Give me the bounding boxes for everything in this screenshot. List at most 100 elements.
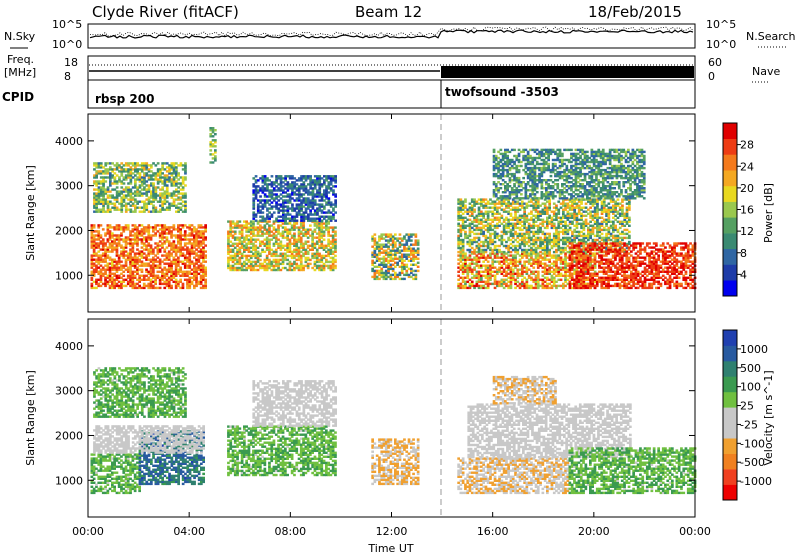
heatmap-cell [202,250,205,253]
heatmap-cell [243,268,246,272]
heatmap-cell [325,226,328,229]
heatmap-cell [247,226,251,229]
heatmap-cell [297,197,301,200]
heatmap-cell [136,228,139,231]
heatmap-cell [95,260,98,263]
heatmap-cell [149,244,153,247]
heatmap-cell [99,276,103,279]
heatmap-cell [270,193,274,196]
heatmap-cell [546,284,549,288]
heatmap-cell [543,236,547,240]
heatmap-cell [461,206,465,209]
heatmap-cell [231,264,235,268]
heatmap-cell [482,280,485,283]
heatmap-cell [161,282,164,286]
heatmap-cell [106,224,110,227]
heatmap-cell [249,242,253,245]
heatmap-cell [457,236,460,240]
heatmap-cell [300,201,303,204]
heatmap-cell [254,268,258,272]
heatmap-cell [470,206,474,209]
heatmap-cell [168,170,171,173]
heatmap-cell [548,266,551,269]
heatmap-cell [188,228,192,231]
heatmap-cell [304,230,308,233]
heatmap-cell [527,212,531,215]
heatmap-cell [265,266,269,270]
heatmap-cell [101,282,105,286]
heatmap-cell [496,248,499,252]
heatmap-cell [523,260,526,263]
heatmap-cell [129,200,133,203]
heatmap-cell [302,242,305,245]
heatmap-cell [484,218,488,221]
heatmap-cell [284,228,287,231]
heatmap-cell [252,264,255,268]
heatmap-cell [268,264,271,268]
heatmap-cell [165,232,169,235]
heatmap-cell [147,174,151,177]
heatmap-cell [514,246,517,250]
heatmap-cell [154,196,158,199]
heatmap-cell [177,256,180,259]
heatmap-cell [550,256,554,259]
heatmap-cell [532,198,536,201]
heatmap-cell [150,184,153,187]
heatmap-cell [149,238,153,241]
heatmap-cell [523,242,526,246]
heatmap-cell [575,264,579,267]
heatmap-cell [550,224,554,227]
heatmap-cell [389,263,393,266]
heatmap-cell [181,252,185,255]
heatmap-cell [195,276,198,279]
heatmap-cell [468,244,472,248]
heatmap-cell [109,162,112,165]
heatmap-cell [327,185,331,188]
heatmap-cell [459,268,463,271]
heatmap-cell [143,202,146,205]
heatmap-cell [302,222,305,225]
heatmap-cell [233,238,237,241]
heatmap-cell [482,270,485,273]
heatmap-cell [297,209,301,212]
heatmap-cell [170,164,174,167]
heatmap-cell [295,211,299,214]
heatmap-cell [111,236,114,239]
heatmap-cell [131,202,135,205]
heatmap-cell [457,222,460,225]
heatmap-cell [486,278,490,281]
heatmap-cell [320,230,324,233]
heatmap-cell [466,236,470,240]
heatmap-cell [493,244,497,248]
heatmap-cell [552,280,556,283]
heatmap-cell [113,274,116,277]
heatmap-cell [304,203,308,206]
heatmap-cell [486,228,490,232]
heatmap-cell [470,240,474,244]
heatmap-cell [477,256,481,259]
heatmap-cell [270,248,274,251]
heatmap-cell [136,262,139,265]
heatmap-cell [243,264,246,268]
heatmap-cell [459,206,463,209]
heatmap-cell [290,252,294,255]
heatmap-cell [461,262,465,265]
heatmap-cell [111,282,114,286]
heatmap-cell [256,189,260,192]
heatmap-cell [318,177,322,180]
heatmap-cell [106,262,110,265]
heatmap-cell [167,226,171,229]
heatmap-cell [502,224,506,227]
heatmap-cell [259,252,262,255]
heatmap-cell [120,286,123,290]
heatmap-cell [327,203,331,206]
heatmap-cell [249,264,253,268]
heatmap-cell [375,269,379,273]
heatmap-cell [266,179,269,182]
heatmap-cell [150,194,153,197]
heatmap-cell [186,252,189,255]
heatmap-cell [265,246,269,249]
heatmap-cell [177,240,180,243]
heatmap-cell [152,178,155,181]
heatmap-cell [318,215,322,218]
